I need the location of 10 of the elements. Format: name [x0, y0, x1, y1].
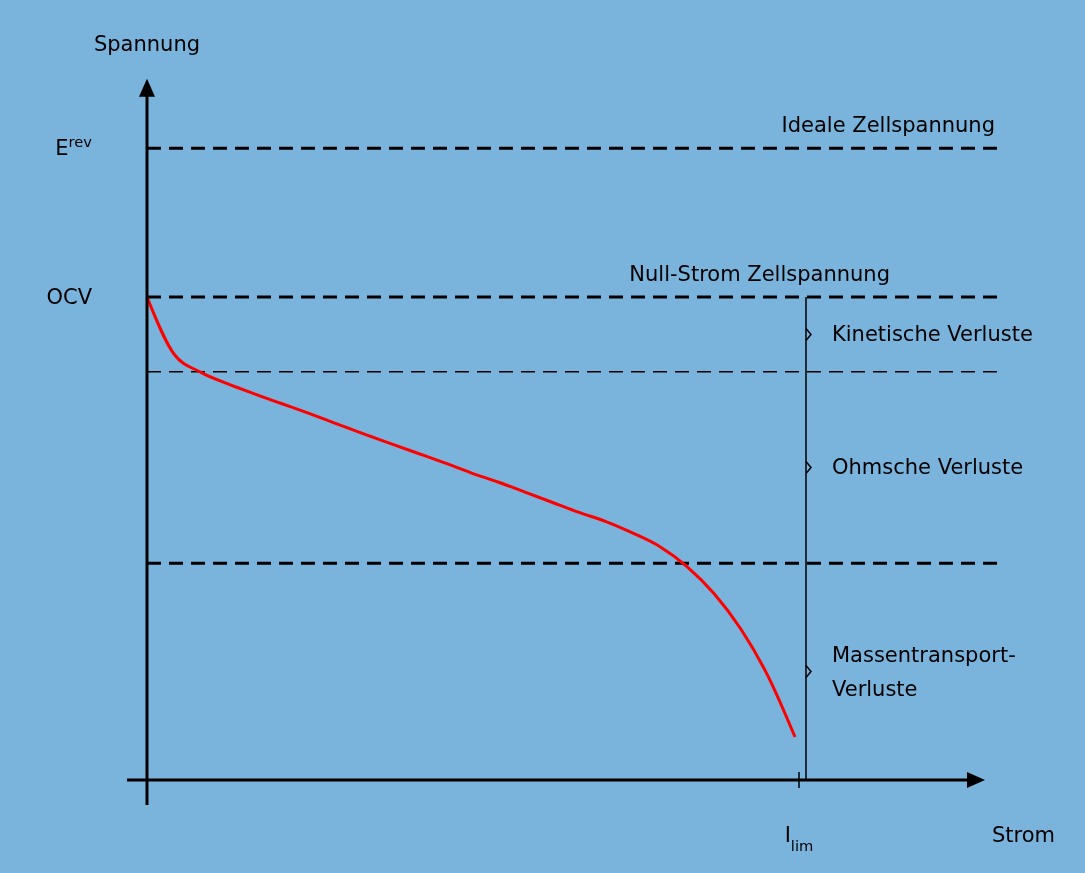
text: Strom	[991, 823, 1055, 847]
text: I$_{lim}$	[784, 823, 814, 854]
ref-line-label: Ideale Zellspannung	[781, 113, 995, 138]
text: OCV	[46, 285, 93, 309]
text: Kinetische Verluste	[832, 322, 1033, 347]
text: E$^{rev}$	[55, 132, 93, 161]
ref-line-label: Null-Strom Zellspannung	[629, 262, 890, 286]
text: Spannung	[93, 31, 201, 56]
text: Massentransport-Verluste	[832, 642, 1016, 701]
text: Ohmsche Verluste	[832, 455, 1024, 480]
